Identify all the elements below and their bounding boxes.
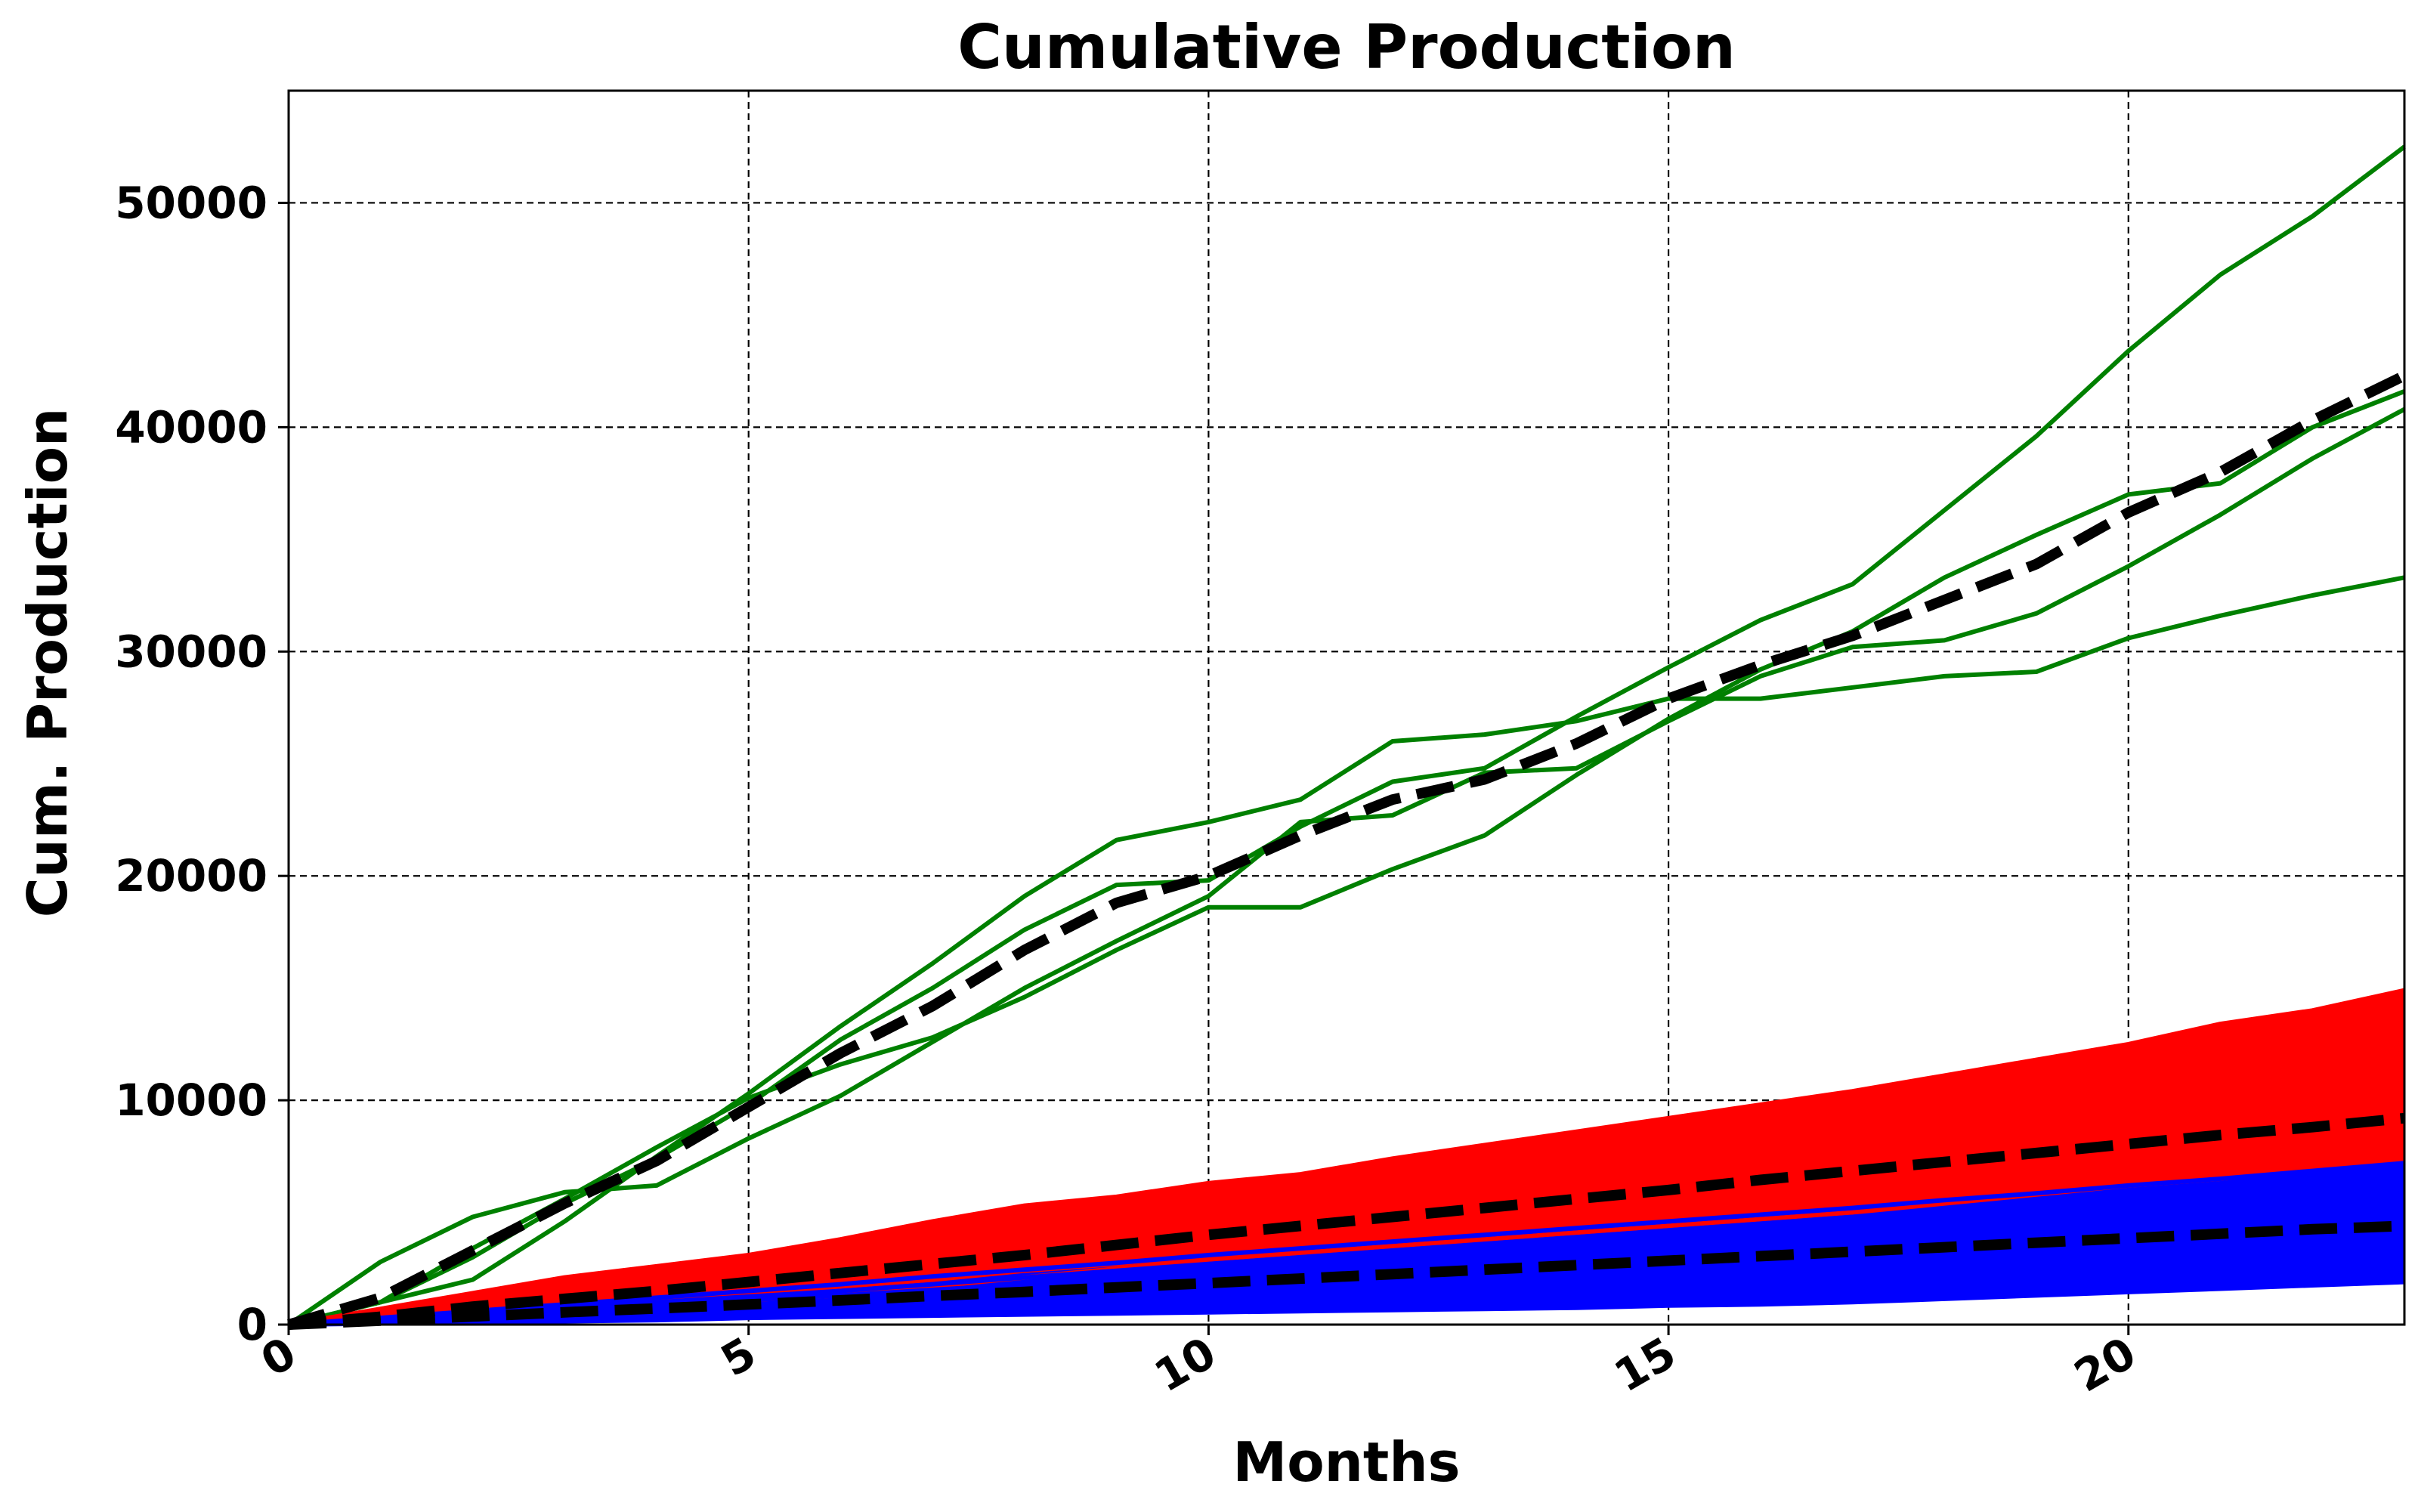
blue-mean-line (288, 1220, 2405, 1330)
blue-series-line (288, 1279, 2405, 1327)
x-axis-label: Months (1233, 1430, 1461, 1494)
red-series-line (288, 1066, 2405, 1327)
blue-series-line (288, 1161, 2405, 1327)
grid (289, 91, 2404, 1325)
mean-lines (287, 370, 2407, 1330)
plot-frame (287, 89, 2406, 1326)
red-mean-line (288, 1112, 2405, 1330)
y-axis-label: Cum. Production (16, 408, 79, 918)
y-tick-label: 0 (237, 1299, 267, 1350)
y-tick-label: 30000 (115, 626, 267, 677)
red-series-line (288, 1041, 2405, 1327)
chart-title: Cumulative Production (957, 12, 1736, 82)
green-mean-line (287, 370, 2407, 1330)
y-tick-label: 10000 (115, 1074, 267, 1126)
y-tick-label: 20000 (115, 850, 267, 901)
y-tick-label: 40000 (115, 401, 267, 453)
red-series-line (288, 988, 2405, 1327)
green-series-line (288, 389, 2406, 1327)
blue-series-line (288, 1257, 2405, 1327)
blue-series-line (288, 1172, 2405, 1327)
y-tick-label: 50000 (115, 177, 267, 228)
red-series-line (288, 1013, 2405, 1327)
